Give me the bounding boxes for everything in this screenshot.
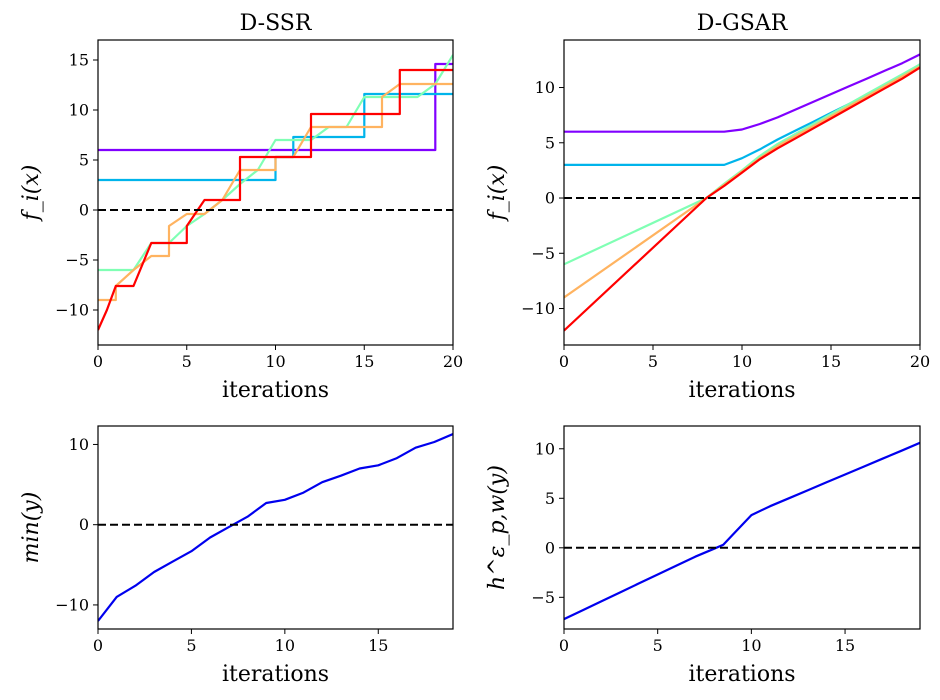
y-tick-label: 10 bbox=[535, 439, 555, 458]
axes-frame bbox=[563, 39, 921, 346]
y-axis-label: h^ε_p,w(y) bbox=[485, 465, 510, 590]
chart-title: D-GSAR bbox=[697, 11, 789, 36]
series-line-3 bbox=[98, 54, 453, 272]
x-tick-label: 0 bbox=[559, 636, 569, 655]
x-tick-label: 15 bbox=[821, 352, 841, 371]
x-tick-label: 0 bbox=[559, 352, 569, 371]
y-tick-label: 0 bbox=[79, 201, 89, 220]
x-axis-label: iterations bbox=[222, 662, 329, 687]
y-axis-label: f_i(x) bbox=[19, 165, 44, 223]
x-tick-label: 15 bbox=[835, 636, 855, 655]
x-tick-label: 10 bbox=[732, 352, 752, 371]
y-tick-label: −10 bbox=[55, 595, 89, 614]
x-axis-label: iterations bbox=[688, 378, 795, 403]
x-tick-label: 0 bbox=[93, 636, 103, 655]
x-axis-label: iterations bbox=[688, 662, 795, 687]
y-axis-label: min(y) bbox=[19, 492, 44, 564]
y-tick-label: 15 bbox=[69, 51, 89, 70]
x-tick-label: 10 bbox=[275, 636, 295, 655]
series-line-1 bbox=[98, 432, 453, 622]
chart-panel-2: 0 5 10 15 20 −10 −5 0 5 10 D-GSAR iterations f_i(x) bbox=[485, 11, 930, 403]
y-tick-label: 0 bbox=[79, 515, 89, 534]
x-tick-label: 10 bbox=[265, 352, 285, 371]
chart-title: D-SSR bbox=[240, 11, 313, 36]
series-line-1 bbox=[564, 441, 920, 621]
y-axis-label: f_i(x) bbox=[485, 165, 510, 223]
y-tick-label: −10 bbox=[55, 301, 89, 320]
x-tick-label: 20 bbox=[443, 352, 463, 371]
y-tick-label: 5 bbox=[545, 133, 555, 152]
y-tick-label: −5 bbox=[65, 251, 89, 270]
y-tick-label: 0 bbox=[545, 189, 555, 208]
y-tick-label: −5 bbox=[531, 588, 555, 607]
series-line-1 bbox=[564, 53, 920, 133]
x-tick-label: 15 bbox=[368, 636, 388, 655]
series-line-4 bbox=[564, 65, 920, 299]
y-tick-label: 10 bbox=[69, 101, 89, 120]
y-tick-label: 0 bbox=[545, 538, 555, 557]
x-tick-label: 15 bbox=[354, 352, 374, 371]
x-tick-label: 0 bbox=[93, 352, 103, 371]
x-tick-label: 5 bbox=[653, 636, 663, 655]
x-tick-label: 20 bbox=[910, 352, 930, 371]
axes-frame bbox=[563, 425, 921, 630]
series-line-5 bbox=[98, 68, 453, 331]
chart-panel-3: 0 5 10 15 −10 0 10 iterations min(y) bbox=[19, 425, 454, 687]
y-tick-label: 10 bbox=[69, 435, 89, 454]
y-tick-label: −5 bbox=[531, 244, 555, 263]
x-tick-label: 5 bbox=[186, 636, 196, 655]
chart-panel-1: 0 5 10 15 20 −10 −5 0 5 10 15 D-SSR iterations f_i(x) bbox=[19, 11, 463, 403]
chart-panel-4: 0 5 10 15 −5 0 5 10 iterations h^ε_p,w(y) bbox=[485, 425, 921, 687]
series-line-1 bbox=[98, 62, 453, 152]
x-axis-label: iterations bbox=[222, 378, 329, 403]
series-line-4 bbox=[98, 82, 453, 302]
series-line-5 bbox=[564, 66, 920, 332]
y-tick-label: −10 bbox=[521, 299, 555, 318]
x-tick-label: 10 bbox=[741, 636, 761, 655]
x-tick-label: 5 bbox=[182, 352, 192, 371]
y-tick-label: 5 bbox=[545, 489, 555, 508]
x-tick-label: 5 bbox=[648, 352, 658, 371]
axes-frame bbox=[97, 425, 454, 630]
y-tick-label: 10 bbox=[535, 78, 555, 97]
y-tick-label: 5 bbox=[79, 151, 89, 170]
